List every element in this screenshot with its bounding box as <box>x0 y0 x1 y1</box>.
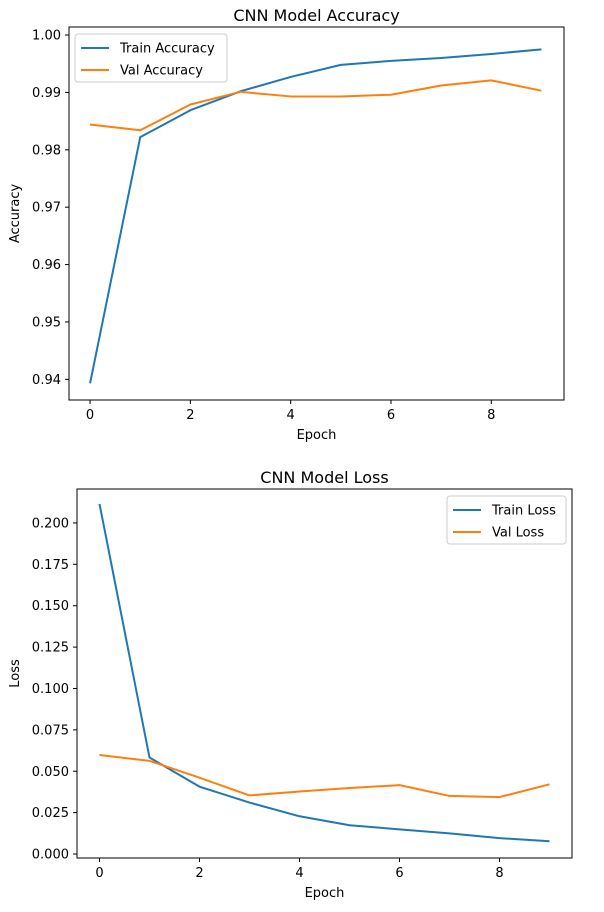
legend-label: Train Accuracy <box>119 42 215 57</box>
x-tick-label: 6 <box>387 408 395 423</box>
y-tick-label: 0.200 <box>32 516 69 531</box>
legend-label: Val Loss <box>492 526 544 541</box>
legend-label: Val Accuracy <box>120 64 203 79</box>
x-tick-label: 2 <box>195 866 203 881</box>
x-axis-label: Epoch <box>305 886 345 901</box>
y-tick-label: 1.00 <box>32 29 61 44</box>
y-tick-label: 0.99 <box>32 86 61 101</box>
y-tick-label: 0.96 <box>32 258 61 273</box>
plot-area <box>68 26 565 401</box>
y-tick-label: 0.97 <box>32 201 61 216</box>
x-tick-label: 8 <box>487 408 495 423</box>
y-tick-label: 0.025 <box>32 806 69 821</box>
x-tick-label: 4 <box>295 866 303 881</box>
y-axis-label: Loss <box>8 659 23 688</box>
series-line-train-loss <box>98 503 550 843</box>
y-axis-label: Accuracy <box>8 184 23 244</box>
series-line-val-accuracy <box>89 79 542 132</box>
y-tick-label: 0.125 <box>32 641 69 656</box>
x-tick-label: 4 <box>287 408 295 423</box>
chart-2: CNN Model Loss 0 2 4 6 8 0.000 0.025 0.050 0.075 0… <box>8 468 573 901</box>
legend-label: Train Loss <box>491 504 556 519</box>
y-tick-label: 0.95 <box>32 315 61 330</box>
y-tick-label: 0.175 <box>32 558 69 573</box>
legend: Train Accuracy Val Accuracy <box>74 33 228 83</box>
y-tick-label: 0.98 <box>32 143 61 158</box>
y-tick-label: 0.150 <box>32 599 69 614</box>
chart-title: CNN Model Loss <box>260 468 388 487</box>
x-tick-label: 6 <box>395 866 403 881</box>
chart-title: CNN Model Accuracy <box>233 6 399 25</box>
y-tick-label: 0.100 <box>32 682 69 697</box>
x-axis-label: Epoch <box>297 428 337 443</box>
x-tick-label: 0 <box>86 408 94 423</box>
y-tick-label: 0.94 <box>32 373 61 388</box>
series-line-val-loss <box>99 754 550 799</box>
chart-1: CNN Model Accuracy 0 2 4 6 8 0.94 0.95 0.96 0.97 0… <box>8 6 565 443</box>
x-tick-label: 8 <box>495 866 503 881</box>
legend-box <box>74 33 228 83</box>
series-line-train-accuracy <box>89 48 542 384</box>
x-tick-label: 0 <box>95 866 103 881</box>
legend: Train Loss Val Loss <box>446 495 567 545</box>
x-tick-label: 2 <box>186 408 194 423</box>
y-tick-label: 0.050 <box>32 765 69 780</box>
y-tick-label: 0.075 <box>32 723 69 738</box>
plot-area <box>76 488 573 859</box>
y-tick-label: 0.000 <box>32 848 69 863</box>
